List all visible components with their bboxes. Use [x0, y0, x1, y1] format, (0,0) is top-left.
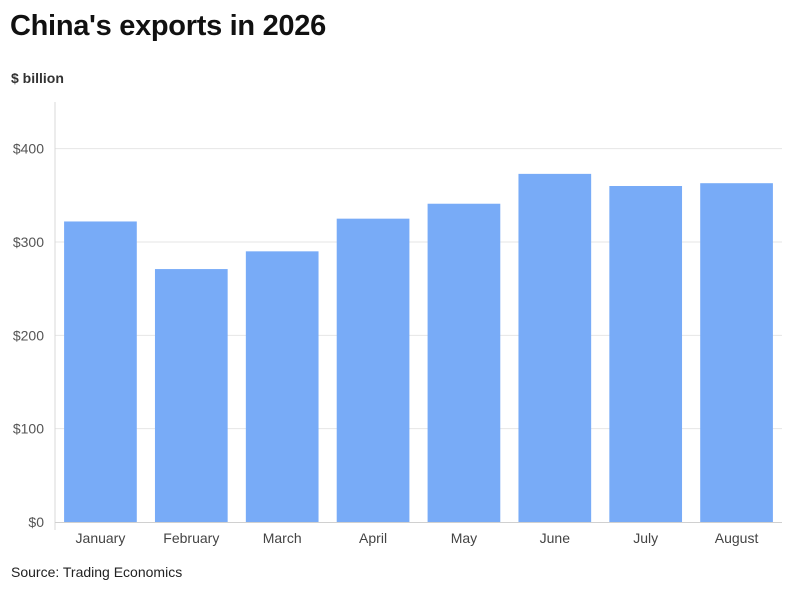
bar-may [427, 203, 501, 522]
x-tick-label: March [263, 530, 302, 546]
x-tick-labels: January February March April May June July Augu… [76, 530, 759, 546]
y-tick-label: $400 [13, 141, 44, 157]
y-tick-label: $0 [28, 514, 44, 530]
x-tick-label: August [715, 530, 759, 546]
x-tick-label: June [540, 530, 571, 546]
source-note: Source: Trading Economics [11, 564, 183, 580]
axes [54, 102, 782, 530]
y-axis-unit-label: $ billion [11, 70, 64, 86]
x-tick-label: February [163, 530, 219, 546]
bar-february [154, 269, 228, 522]
bar-march [245, 251, 319, 523]
y-tick-labels: $0 $100 $200 $300 $400 [13, 141, 44, 530]
x-tick-label: July [633, 530, 658, 546]
bar-chart: $0 $100 $200 $300 $400 January February March A… [13, 102, 782, 546]
chart-title: China's exports in 2026 [10, 10, 326, 42]
y-tick-label: $100 [13, 421, 44, 437]
bar-august [700, 183, 773, 522]
x-tick-label: April [359, 530, 387, 546]
bar-january [64, 221, 137, 522]
x-tick-label: January [76, 530, 126, 546]
bar-april [336, 218, 410, 522]
x-tick-label: May [451, 530, 477, 546]
bars [64, 173, 773, 523]
bar-july [609, 186, 683, 522]
y-tick-label: $200 [13, 327, 44, 343]
y-tick-label: $300 [13, 234, 44, 250]
bar-june [518, 173, 592, 522]
